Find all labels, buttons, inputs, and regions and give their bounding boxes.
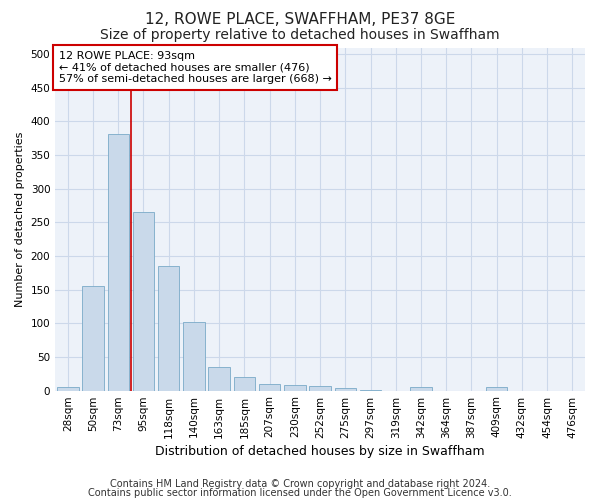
Text: Contains public sector information licensed under the Open Government Licence v3: Contains public sector information licen… (88, 488, 512, 498)
Text: 12 ROWE PLACE: 93sqm
← 41% of detached houses are smaller (476)
57% of semi-deta: 12 ROWE PLACE: 93sqm ← 41% of detached h… (59, 51, 332, 84)
Bar (233, 377, 255, 390)
Bar (486, 387, 508, 390)
Bar (310, 386, 331, 390)
Bar (133, 212, 154, 390)
X-axis label: Distribution of detached houses by size in Swaffham: Distribution of detached houses by size … (155, 444, 485, 458)
Text: Size of property relative to detached houses in Swaffham: Size of property relative to detached ho… (100, 28, 500, 42)
Bar (82, 286, 104, 391)
Bar (335, 388, 356, 390)
Bar (183, 322, 205, 390)
Bar (57, 387, 79, 390)
Y-axis label: Number of detached properties: Number of detached properties (15, 132, 25, 306)
Text: Contains HM Land Registry data © Crown copyright and database right 2024.: Contains HM Land Registry data © Crown c… (110, 479, 490, 489)
Bar (410, 387, 432, 390)
Bar (208, 367, 230, 390)
Bar (259, 384, 280, 390)
Bar (284, 385, 305, 390)
Bar (107, 134, 129, 390)
Bar (158, 266, 179, 390)
Text: 12, ROWE PLACE, SWAFFHAM, PE37 8GE: 12, ROWE PLACE, SWAFFHAM, PE37 8GE (145, 12, 455, 28)
